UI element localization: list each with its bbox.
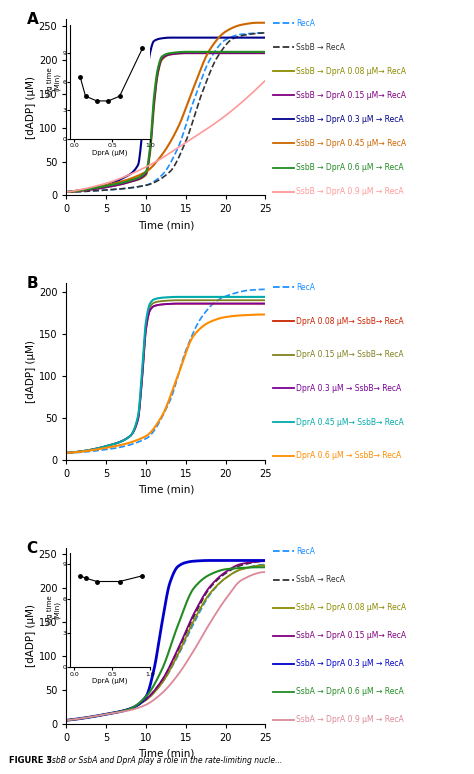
Text: SsbA → DprA 0.15 μM→ RecA: SsbA → DprA 0.15 μM→ RecA — [296, 631, 406, 640]
Text: C: C — [27, 540, 37, 556]
Text: SsbA → DprA 0.08 μM→ RecA: SsbA → DprA 0.08 μM→ RecA — [296, 603, 406, 612]
Text: SsbA → DprA 0.6 μM → RecA: SsbA → DprA 0.6 μM → RecA — [296, 687, 404, 697]
Text: DprA 0.3 μM → SsbB→ RecA: DprA 0.3 μM → SsbB→ RecA — [296, 384, 401, 393]
Text: SsbB or SsbA and DprA play a role in the rate-limiting nucle...: SsbB or SsbA and DprA play a role in the… — [47, 755, 283, 765]
Text: B: B — [27, 276, 38, 292]
Text: RecA: RecA — [296, 283, 315, 292]
Text: SsbB → DprA 0.9 μM → RecA: SsbB → DprA 0.9 μM → RecA — [296, 187, 404, 196]
Text: SsbB → DprA 0.15 μM→ RecA: SsbB → DprA 0.15 μM→ RecA — [296, 91, 406, 100]
Text: SsbB → DprA 0.6 μM → RecA: SsbB → DprA 0.6 μM → RecA — [296, 163, 404, 172]
Y-axis label: [dADP] (μM): [dADP] (μM) — [26, 604, 36, 667]
Text: A: A — [27, 12, 38, 27]
Text: SsbB → DprA 0.45 μM→ RecA: SsbB → DprA 0.45 μM→ RecA — [296, 139, 406, 148]
Text: SsbA → DprA 0.9 μM → RecA: SsbA → DprA 0.9 μM → RecA — [296, 715, 404, 724]
X-axis label: Time (min): Time (min) — [138, 748, 194, 759]
Text: SsbB → DprA 0.3 μM → RecA: SsbB → DprA 0.3 μM → RecA — [296, 115, 404, 124]
X-axis label: Time (min): Time (min) — [138, 220, 194, 230]
Y-axis label: [dADP] (μM): [dADP] (μM) — [26, 340, 36, 403]
Text: FIGURE 3: FIGURE 3 — [9, 755, 53, 765]
X-axis label: Time (min): Time (min) — [138, 485, 194, 494]
Text: SsbB → DprA 0.08 μM→ RecA: SsbB → DprA 0.08 μM→ RecA — [296, 67, 406, 76]
Text: DprA 0.6 μM → SsbB→ RecA: DprA 0.6 μM → SsbB→ RecA — [296, 451, 401, 461]
Y-axis label: [dADP] (μM): [dADP] (μM) — [26, 76, 36, 139]
Text: DprA 0.15 μM→ SsbB→ RecA: DprA 0.15 μM→ SsbB→ RecA — [296, 350, 404, 359]
Text: DprA 0.45 μM→ SsbB→ RecA: DprA 0.45 μM→ SsbB→ RecA — [296, 417, 404, 426]
Text: DprA 0.08 μM→ SsbB→ RecA: DprA 0.08 μM→ SsbB→ RecA — [296, 317, 404, 326]
Text: RecA: RecA — [296, 19, 315, 28]
Text: SsbB → RecA: SsbB → RecA — [296, 43, 345, 52]
Text: SsbA → DprA 0.3 μM → RecA: SsbA → DprA 0.3 μM → RecA — [296, 659, 404, 668]
Text: RecA: RecA — [296, 547, 315, 556]
Text: SsbA → RecA: SsbA → RecA — [296, 575, 345, 584]
